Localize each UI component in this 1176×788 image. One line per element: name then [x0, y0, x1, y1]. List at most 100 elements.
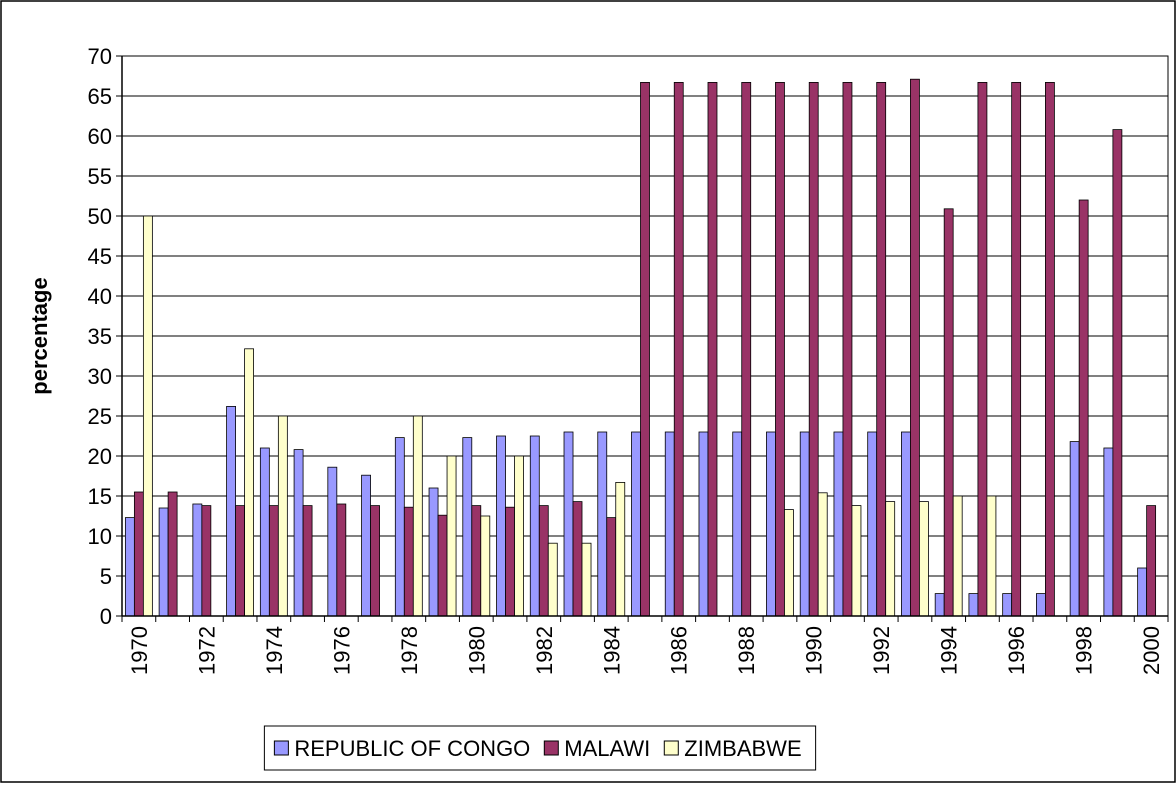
x-tick-label: 1992 [869, 626, 894, 675]
bar [124, 517, 135, 617]
bar [277, 415, 288, 617]
bar [403, 506, 414, 617]
bar [133, 491, 144, 617]
bar [901, 431, 911, 617]
y-tick-label: 20 [88, 444, 112, 469]
y-tick-label: 5 [100, 564, 112, 589]
bar [741, 82, 752, 617]
bar [327, 466, 338, 617]
bar [910, 78, 920, 617]
bar [1002, 593, 1013, 617]
x-tick-label: 1994 [937, 626, 962, 675]
bar [698, 431, 709, 617]
bar [833, 431, 844, 617]
bar [968, 593, 979, 617]
bar [631, 431, 641, 617]
bar [547, 542, 558, 617]
bar [934, 593, 945, 617]
bar [1045, 82, 1055, 617]
x-tick-label: 1996 [1004, 626, 1029, 675]
bar [428, 487, 439, 617]
bar [437, 514, 448, 617]
bar [808, 82, 819, 617]
bar [1069, 441, 1080, 617]
legend-label: REPUBLIC OF CONGO [294, 736, 530, 761]
bar [529, 435, 540, 617]
legend-label: MALAWI [564, 736, 650, 761]
bar [1137, 567, 1148, 617]
bar [581, 542, 592, 617]
bar [158, 507, 169, 617]
bar [1011, 82, 1022, 617]
bar [817, 492, 828, 617]
y-tick-label: 35 [88, 324, 112, 349]
x-tick-label: 1980 [464, 626, 489, 675]
x-tick-label: 2000 [1139, 626, 1164, 675]
bar [538, 505, 549, 617]
bar [446, 455, 457, 617]
bar [842, 82, 853, 617]
x-tick-label: 1988 [734, 626, 759, 675]
legend: REPUBLIC OF CONGO MALAWI ZIMBABWE [263, 725, 817, 771]
bar [766, 431, 776, 617]
bar [615, 481, 626, 617]
bar [226, 405, 236, 617]
bar [1036, 593, 1046, 617]
legend-swatch [543, 740, 559, 756]
bar [259, 447, 270, 617]
y-tick-label: 50 [88, 204, 112, 229]
bar [412, 415, 423, 617]
x-tick-label: 1978 [397, 626, 422, 675]
x-tick-label: 1984 [599, 626, 624, 675]
bar [302, 505, 313, 617]
bar [606, 517, 617, 617]
bar [1103, 447, 1114, 617]
bar [977, 82, 988, 617]
y-tick-label: 40 [88, 284, 112, 309]
bar [799, 431, 810, 617]
x-tick-label: 1974 [262, 626, 287, 675]
x-tick-label: 1998 [1072, 626, 1097, 675]
y-tick-label: 30 [88, 364, 112, 389]
bar [1078, 199, 1089, 617]
bar [235, 505, 245, 617]
bar [640, 82, 650, 617]
y-axis-title: percentage [27, 277, 52, 394]
bar [192, 503, 203, 617]
bar [673, 82, 684, 617]
y-tick-label: 10 [88, 524, 112, 549]
y-tick-label: 60 [88, 124, 112, 149]
bar [919, 501, 929, 617]
x-tick-label: 1976 [329, 626, 354, 675]
y-tick-label: 0 [100, 604, 112, 629]
bar [142, 215, 153, 617]
x-tick-label: 1972 [194, 626, 219, 675]
y-tick-label: 15 [88, 484, 112, 509]
bar [336, 503, 347, 617]
legend-swatch [273, 740, 289, 756]
x-tick-label: 1982 [532, 626, 557, 675]
bar [943, 208, 954, 617]
bar [867, 431, 878, 617]
y-tick-label: 25 [88, 404, 112, 429]
bar [293, 449, 304, 617]
bar [505, 506, 515, 617]
legend-swatch [663, 740, 679, 756]
bar [597, 431, 608, 617]
bar [707, 82, 718, 617]
bar [986, 495, 997, 617]
legend-label: ZIMBABWE [684, 736, 801, 761]
bar [851, 505, 862, 617]
y-tick-label: 55 [88, 164, 112, 189]
bar [244, 348, 254, 617]
bar [784, 509, 794, 617]
bar [361, 474, 371, 617]
bar [201, 505, 212, 617]
bar [167, 491, 178, 617]
bar [732, 431, 743, 617]
bar [394, 437, 405, 617]
bar [514, 455, 524, 617]
bar [572, 501, 583, 617]
